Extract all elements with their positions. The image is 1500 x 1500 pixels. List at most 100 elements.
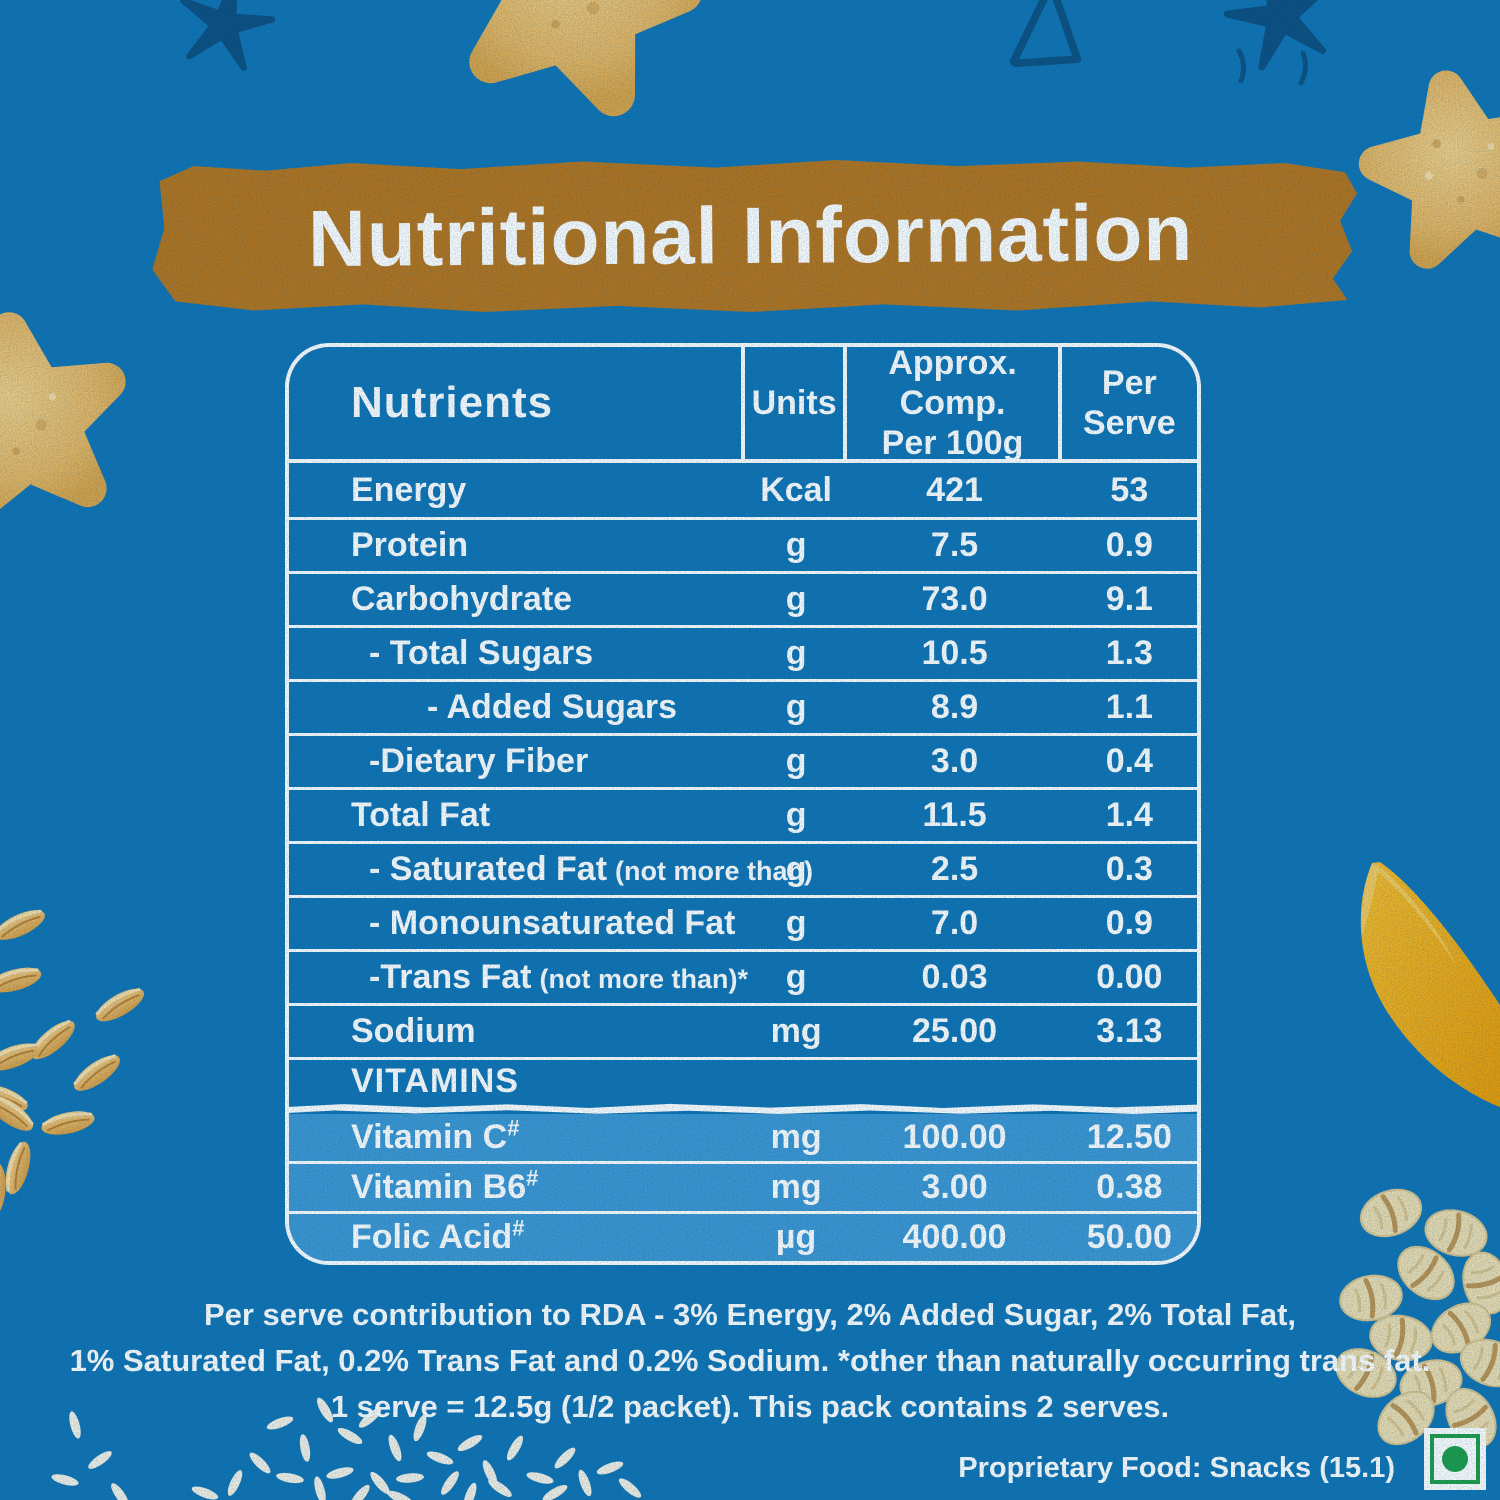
proprietary-food-label: Proprietary Food: Snacks (15.1) bbox=[958, 1452, 1395, 1484]
table-row: -Trans Fat (not more than)* g 0.03 0.00 bbox=[289, 949, 1197, 1003]
mango-slice-icon bbox=[1360, 862, 1500, 1108]
per-serve-value: 53 bbox=[1110, 470, 1149, 509]
header-per-serve: Per Serve bbox=[1083, 364, 1176, 442]
veg-mark-dot bbox=[1442, 1446, 1468, 1472]
per-serve-value: 1.4 bbox=[1105, 796, 1153, 834]
nutrient-name-cell: Vitamin C# bbox=[289, 1115, 745, 1157]
units-cell: g bbox=[785, 796, 807, 834]
units-cell: g bbox=[785, 634, 807, 672]
units-cell: mg bbox=[770, 1168, 822, 1206]
veg-mark-border bbox=[1430, 1434, 1480, 1484]
units-cell: µg bbox=[775, 1218, 817, 1256]
star-snack-icon bbox=[0, 300, 150, 554]
units-cell: g bbox=[785, 850, 807, 888]
doodle-star-icon bbox=[162, 0, 287, 87]
nutrient-name: Energy bbox=[351, 470, 467, 509]
nutrient-name: Vitamin B6 bbox=[351, 1168, 527, 1206]
table-row: - Monounsaturated Fat g 7.0 0.9 bbox=[289, 895, 1197, 949]
per-100g-value: 100.00 bbox=[902, 1118, 1007, 1156]
table-row: Carbohydrate g 73.0 9.1 bbox=[289, 571, 1197, 625]
vitamins-section-row: VITAMINS bbox=[289, 1057, 1197, 1103]
table-header-row: Nutrients Units Approx. Comp. Per 100g P… bbox=[289, 347, 1197, 463]
per-100g-value: 7.5 bbox=[930, 526, 979, 564]
wheat-grains-icon bbox=[0, 902, 151, 1220]
table-row: Folic Acid# µg 400.00 50.00 bbox=[289, 1211, 1197, 1261]
per-serve-value: 0.00 bbox=[1096, 958, 1163, 996]
nutrient-name: Carbohydrate bbox=[351, 580, 573, 618]
header-nutrients: Nutrients bbox=[289, 347, 745, 459]
per-100g-value: 73.0 bbox=[921, 580, 988, 618]
table-row: Energy Kcal 421 53 bbox=[289, 463, 1197, 517]
nutrient-name-cell: Total Fat bbox=[289, 796, 745, 835]
nutrient-name-cell: Energy bbox=[289, 471, 745, 510]
table-row: - Total Sugars g 10.5 1.3 bbox=[289, 625, 1197, 679]
header-approx-comp: Approx. Comp. Per 100g bbox=[847, 347, 1062, 462]
units-cell: g bbox=[785, 742, 807, 780]
header-units: Units bbox=[745, 347, 848, 459]
page-title: Nutritional Information bbox=[308, 187, 1194, 284]
nutrient-name-cell: -Dietary Fiber bbox=[289, 742, 745, 781]
table-row: - Saturated Fat (not more than) g 2.5 0.3 bbox=[289, 841, 1197, 895]
star-snack-icon bbox=[1340, 52, 1500, 301]
nutrient-name-cell: - Added Sugars bbox=[289, 688, 745, 727]
per-serve-value: 9.1 bbox=[1105, 580, 1153, 618]
star-snack-icon bbox=[416, 0, 728, 159]
units-cell: g bbox=[785, 580, 807, 618]
per-100g-value: 3.0 bbox=[930, 742, 979, 780]
footnote-marker: # bbox=[526, 1165, 539, 1191]
per-100g-value: 10.5 bbox=[921, 634, 988, 672]
doodle-star-icon bbox=[1209, 0, 1354, 89]
nutrient-name: Vitamin C bbox=[351, 1118, 508, 1156]
nutrient-name: - Total Sugars bbox=[369, 634, 594, 672]
per-100g-value: 3.00 bbox=[921, 1168, 988, 1206]
nutrient-name-cell: - Saturated Fat (not more than) bbox=[289, 850, 813, 889]
nutrient-name: Protein bbox=[351, 526, 469, 564]
title-banner: Nutritional Information bbox=[152, 160, 1357, 312]
rda-footnote: Per serve contribution to RDA - 3% Energ… bbox=[0, 1292, 1500, 1430]
per-serve-value: 12.50 bbox=[1086, 1118, 1172, 1156]
units-cell: mg bbox=[770, 1118, 822, 1156]
footnote-marker: # bbox=[507, 1115, 520, 1141]
per-100g-value: 11.5 bbox=[922, 796, 987, 834]
nutrient-name: Folic Acid bbox=[351, 1218, 513, 1256]
table-row: Total Fat g 11.5 1.4 bbox=[289, 787, 1197, 841]
per-100g-value: 400.00 bbox=[902, 1218, 1007, 1256]
nutrient-name: -Dietary Fiber bbox=[369, 742, 589, 780]
nutrient-name: -Trans Fat bbox=[369, 958, 532, 996]
nutrient-name-cell: Carbohydrate bbox=[289, 580, 745, 619]
brush-divider bbox=[289, 1103, 1197, 1114]
nutrition-table: Nutrients Units Approx. Comp. Per 100g P… bbox=[285, 343, 1201, 1265]
per-serve-value: 1.1 bbox=[1105, 688, 1153, 726]
footnote-line: 1% Saturated Fat, 0.2% Trans Fat and 0.2… bbox=[69, 1343, 1431, 1378]
doodle-triangle-icon bbox=[1009, 0, 1082, 68]
nutrient-name: - Added Sugars bbox=[427, 688, 677, 726]
table-row: Vitamin C# mg 100.00 12.50 bbox=[289, 1114, 1197, 1161]
vitamins-section-label: VITAMINS bbox=[351, 1062, 519, 1100]
table-row: - Added Sugars g 8.9 1.1 bbox=[289, 679, 1197, 733]
units-cell: g bbox=[785, 688, 807, 726]
per-100g-value: 8.9 bbox=[930, 688, 979, 726]
per-serve-value: 50.00 bbox=[1086, 1218, 1172, 1256]
table-row: Sodium mg 25.00 3.13 bbox=[289, 1003, 1197, 1057]
nutrient-name-cell: Folic Acid# bbox=[289, 1215, 745, 1257]
footnote-marker: # bbox=[512, 1215, 525, 1241]
per-serve-value: 0.3 bbox=[1105, 850, 1153, 888]
units-cell: Kcal bbox=[760, 470, 833, 509]
per-serve-value: 3.13 bbox=[1096, 1012, 1163, 1050]
nutrient-name: - Saturated Fat bbox=[369, 850, 608, 888]
per-100g-value: 2.5 bbox=[930, 850, 979, 888]
nutrient-name-cell: - Monounsaturated Fat bbox=[289, 904, 745, 943]
nutrient-name-cell: Protein bbox=[289, 526, 745, 565]
veg-mark-icon bbox=[1424, 1428, 1486, 1490]
per-100g-value: 25.00 bbox=[912, 1012, 998, 1050]
per-100g-value: 7.0 bbox=[930, 904, 979, 942]
nutrient-name: Total Fat bbox=[351, 796, 491, 834]
per-100g-value: 0.03 bbox=[921, 958, 988, 996]
nutrient-name-cell: Vitamin B6# bbox=[289, 1165, 745, 1207]
nutrient-name-cell: -Trans Fat (not more than)* bbox=[289, 958, 748, 997]
per-100g-value: 421 bbox=[926, 470, 983, 509]
per-serve-value: 1.3 bbox=[1105, 634, 1153, 672]
per-serve-value: 0.9 bbox=[1105, 904, 1153, 942]
vitamins-band: Vitamin C# mg 100.00 12.50 Vitamin B6# m… bbox=[289, 1114, 1197, 1261]
